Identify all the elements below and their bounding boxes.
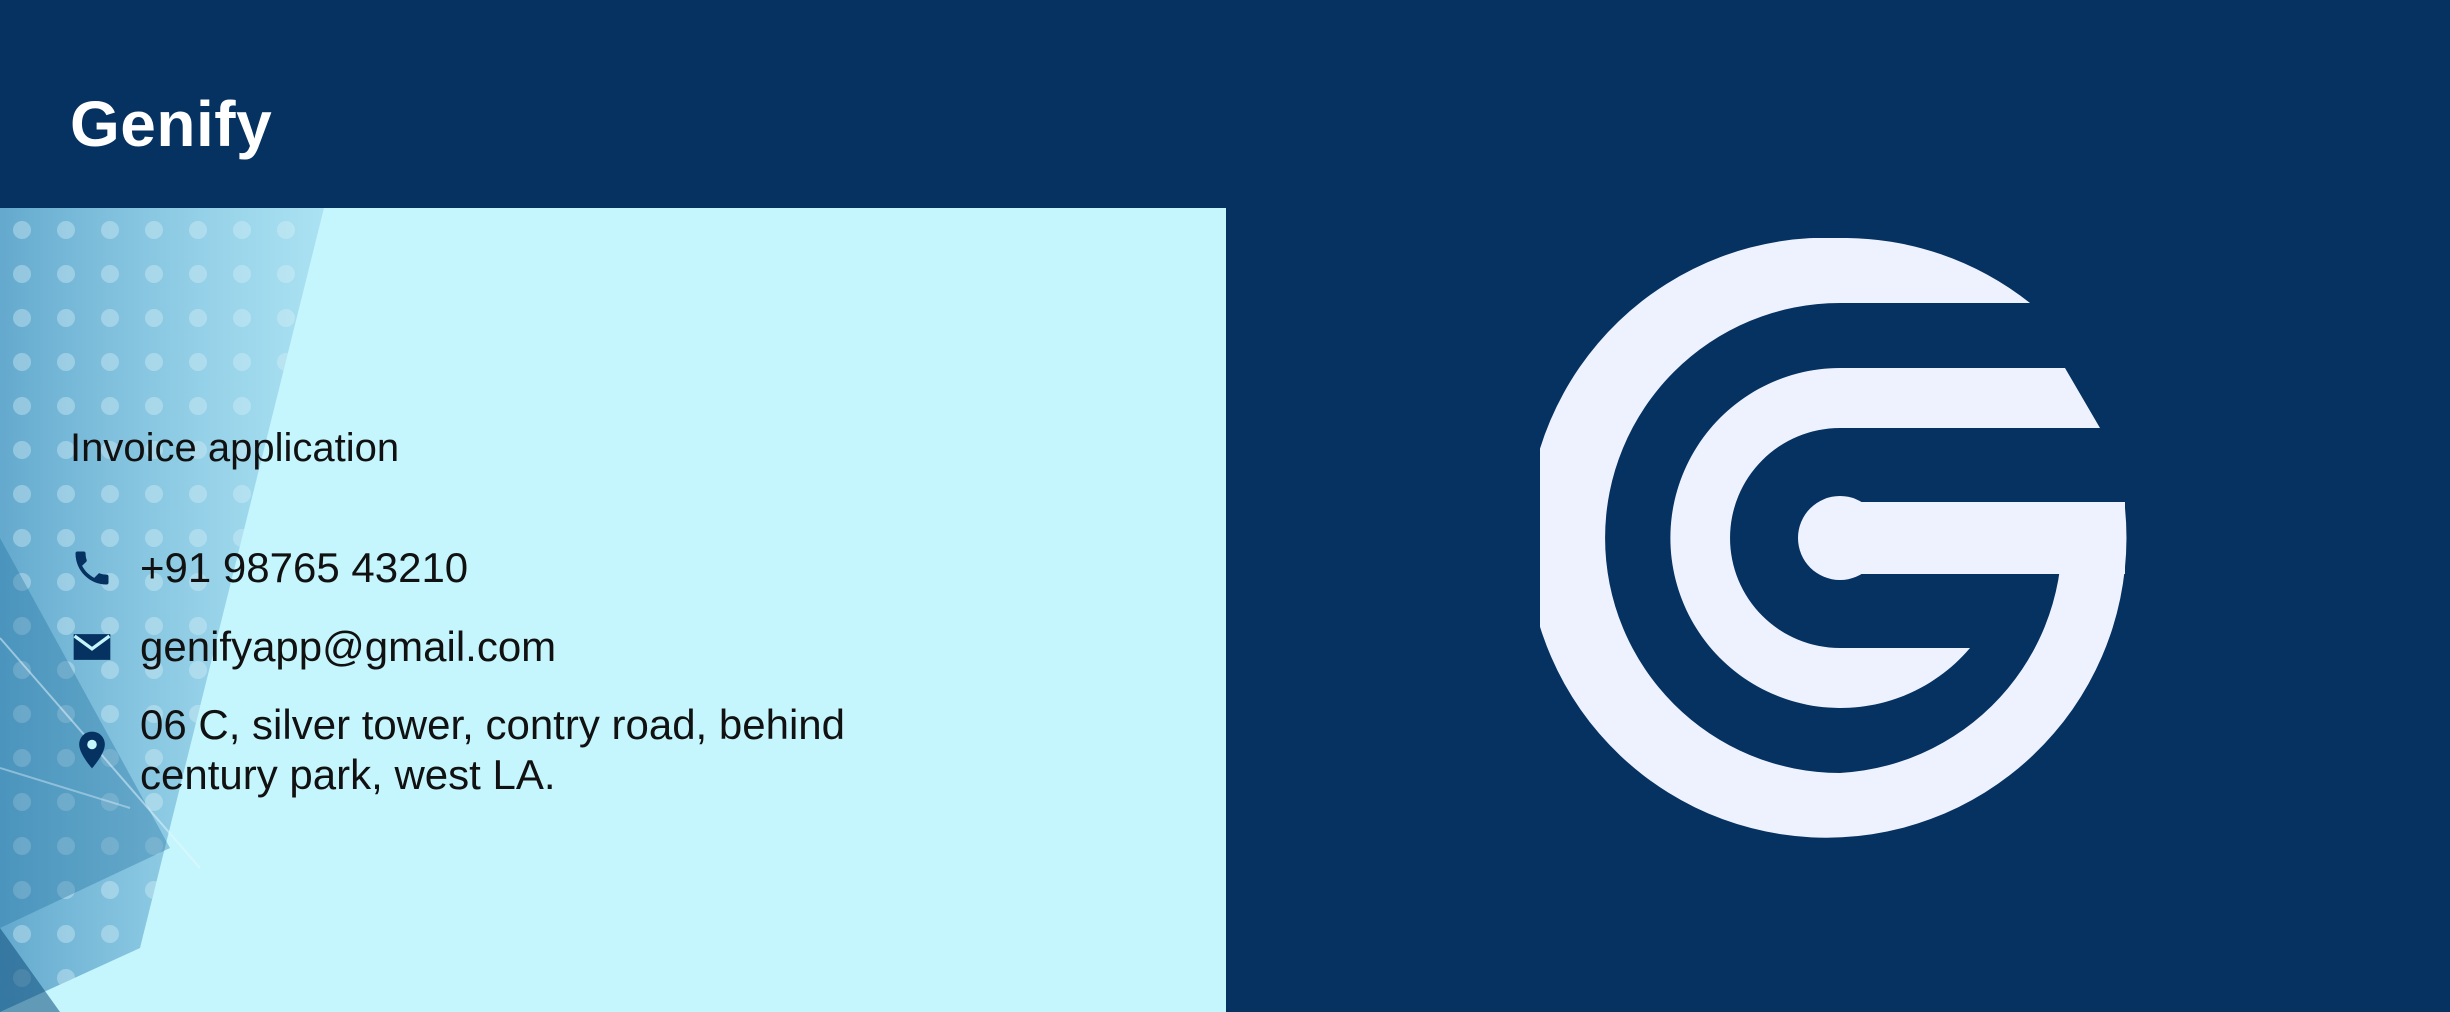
- contact-phone: +91 98765 43210: [70, 543, 468, 593]
- decorative-background: [0, 208, 324, 1012]
- header-bar: Genify: [0, 0, 2450, 208]
- postal-address: 06 C, silver tower, contry road, behind …: [140, 701, 846, 798]
- brand-title: Genify: [70, 88, 273, 160]
- phone-number[interactable]: +91 98765 43210: [140, 544, 469, 591]
- map-pin-icon: [70, 728, 114, 772]
- email-address[interactable]: genifyapp@gmail.com: [140, 623, 557, 670]
- logo-panel: [1226, 208, 2450, 1012]
- phone-icon: [70, 546, 114, 590]
- tagline: Invoice application: [70, 426, 400, 470]
- envelope-icon: [70, 625, 114, 669]
- genify-logo-icon: [1540, 238, 2127, 838]
- contact-email: genifyapp@gmail.com: [70, 622, 556, 672]
- contact-address: 06 C, silver tower, contry road, behind …: [70, 700, 920, 800]
- contact-panel: Invoice application +91 98765 43210 geni…: [0, 208, 1226, 1012]
